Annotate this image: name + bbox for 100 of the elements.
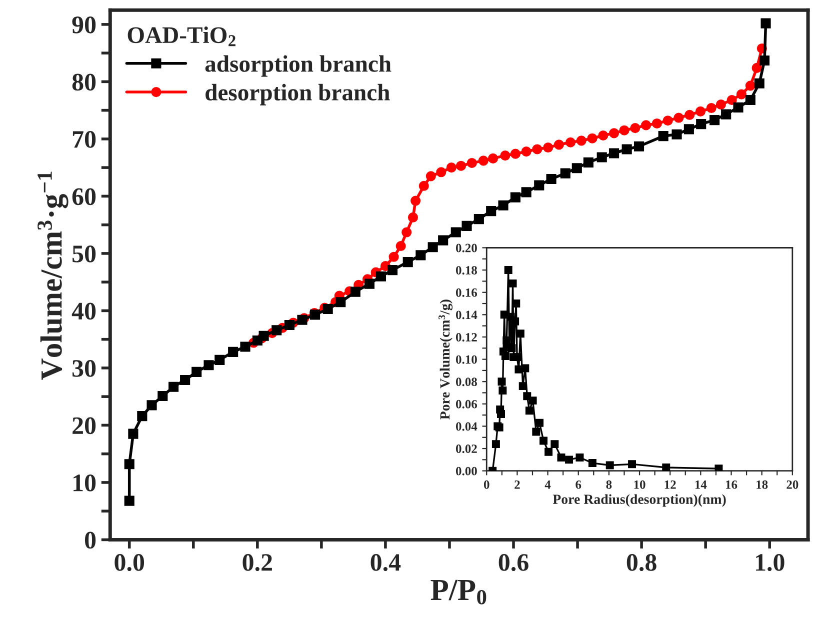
point xyxy=(710,115,720,126)
y-tick-label: 0.00 xyxy=(456,466,477,476)
point xyxy=(554,140,564,150)
point xyxy=(462,220,472,231)
y-tick-label: 80 xyxy=(72,74,96,91)
point xyxy=(518,382,527,390)
point xyxy=(532,144,542,154)
x-tick-label: 0.6 xyxy=(498,554,528,572)
point xyxy=(408,212,418,222)
y-tick-label: 0.12 xyxy=(456,333,477,342)
x-tick-label: 18 xyxy=(756,480,768,489)
point xyxy=(726,94,737,106)
point xyxy=(124,496,134,506)
point xyxy=(204,360,214,370)
point xyxy=(508,344,516,352)
point xyxy=(396,240,406,252)
y-axis-title: Volume/cm$^{3}$·g$^{−1}$ xyxy=(38,172,68,380)
x-tick-label: 0.4 xyxy=(370,554,401,572)
point xyxy=(641,120,652,130)
point xyxy=(272,325,282,336)
y-tick-label: 0.14 xyxy=(456,310,478,320)
point xyxy=(502,336,511,344)
point xyxy=(684,110,695,120)
point xyxy=(128,428,138,439)
point xyxy=(546,174,556,184)
x-tick-label: 14 xyxy=(695,480,707,489)
point xyxy=(438,235,448,246)
y-tick-label: 60 xyxy=(72,188,96,206)
point xyxy=(672,129,682,140)
y-tick-label: 50 xyxy=(72,246,96,262)
point xyxy=(402,257,413,268)
point xyxy=(516,330,524,338)
point xyxy=(258,330,269,341)
point xyxy=(450,227,461,238)
point xyxy=(606,461,614,470)
point xyxy=(521,187,532,198)
point xyxy=(544,448,553,456)
x-tick-label: 2 xyxy=(514,480,520,489)
point xyxy=(565,456,574,464)
x-axis-title: P/P$_{0}$ xyxy=(430,580,486,604)
point xyxy=(508,279,517,288)
point xyxy=(498,386,507,395)
point xyxy=(521,146,532,157)
point xyxy=(137,411,148,422)
point xyxy=(572,163,582,174)
point xyxy=(388,252,399,262)
point xyxy=(598,130,608,141)
point xyxy=(630,123,640,134)
point xyxy=(745,94,756,106)
y-tick-label: 30 xyxy=(72,360,96,377)
point xyxy=(492,440,500,448)
point xyxy=(510,192,520,202)
point xyxy=(402,227,412,238)
point xyxy=(557,453,566,462)
y-tick-label: 0.04 xyxy=(456,422,478,431)
point xyxy=(733,102,744,112)
point xyxy=(736,89,746,100)
y-tick-label: 0.02 xyxy=(456,444,477,454)
point xyxy=(500,150,510,161)
y-tick-label: 0.10 xyxy=(456,355,477,364)
point xyxy=(696,119,706,130)
y-tick-label: 0.08 xyxy=(456,378,477,386)
point xyxy=(284,320,294,330)
point xyxy=(240,342,250,352)
point xyxy=(478,156,488,166)
x-tick-label: 0.0 xyxy=(114,554,144,572)
point xyxy=(376,271,386,282)
point xyxy=(628,460,636,468)
point xyxy=(634,141,644,152)
point xyxy=(504,266,512,274)
point xyxy=(486,206,496,216)
point xyxy=(662,464,670,471)
point xyxy=(658,131,668,142)
point xyxy=(336,297,346,308)
point xyxy=(745,80,756,91)
point xyxy=(418,180,429,191)
point xyxy=(536,418,544,427)
point xyxy=(501,352,510,360)
point xyxy=(124,459,134,470)
point xyxy=(466,158,477,168)
y-axis-title: Pore Volume(cm$^{3}$/g) xyxy=(438,300,453,420)
point xyxy=(721,109,732,120)
legend-title: OAD-TiO$_{2}$ xyxy=(128,26,236,46)
point xyxy=(488,153,498,164)
point xyxy=(583,157,594,168)
point xyxy=(596,152,607,162)
point xyxy=(498,200,508,210)
point xyxy=(416,250,426,260)
point xyxy=(364,278,374,289)
y-tick-label: 0 xyxy=(84,532,96,549)
point xyxy=(146,400,157,410)
legend-label: adsorption branch xyxy=(205,55,392,77)
point xyxy=(446,162,456,173)
point xyxy=(428,242,438,252)
x-tick-label: 16 xyxy=(726,480,738,489)
point xyxy=(576,136,586,146)
point xyxy=(436,167,446,178)
point xyxy=(532,428,540,436)
point xyxy=(716,100,726,110)
point xyxy=(510,148,520,159)
